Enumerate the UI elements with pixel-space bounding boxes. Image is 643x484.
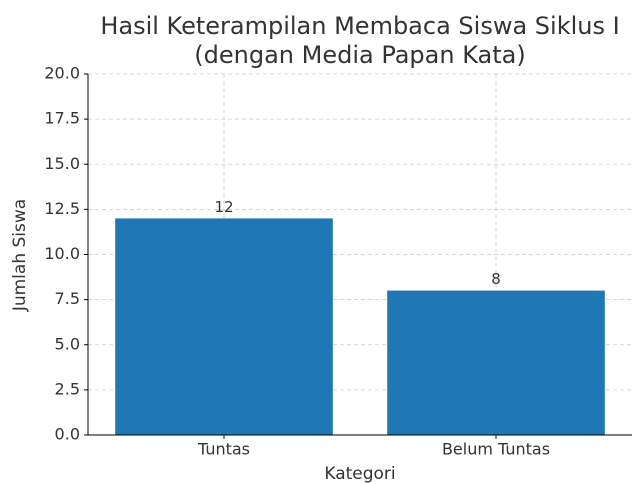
y-tick-label: 7.5 (55, 289, 80, 308)
y-tick-label: 0.0 (55, 425, 80, 444)
chart-title: Hasil Keterampilan Membaca Siswa Siklus … (100, 12, 619, 40)
x-tick-label: Tuntas (197, 440, 250, 459)
x-tick-label: Belum Tuntas (442, 440, 550, 459)
y-tick-label: 5.0 (55, 334, 80, 353)
y-axis-label: Jumlah Siswa (10, 199, 30, 312)
y-tick-label: 17.5 (44, 109, 80, 128)
y-tick-label: 2.5 (55, 379, 80, 398)
bar (115, 218, 333, 435)
x-axis-label: Kategori (324, 464, 395, 484)
data-label: 12 (214, 198, 233, 216)
chart-title: (dengan Media Papan Kata) (194, 41, 525, 69)
y-tick-label: 20.0 (44, 64, 80, 83)
y-tick-label: 10.0 (44, 244, 80, 263)
data-label: 8 (491, 270, 501, 288)
y-tick-label: 12.5 (44, 199, 80, 218)
y-tick-label: 15.0 (44, 154, 80, 173)
bar (387, 290, 605, 435)
